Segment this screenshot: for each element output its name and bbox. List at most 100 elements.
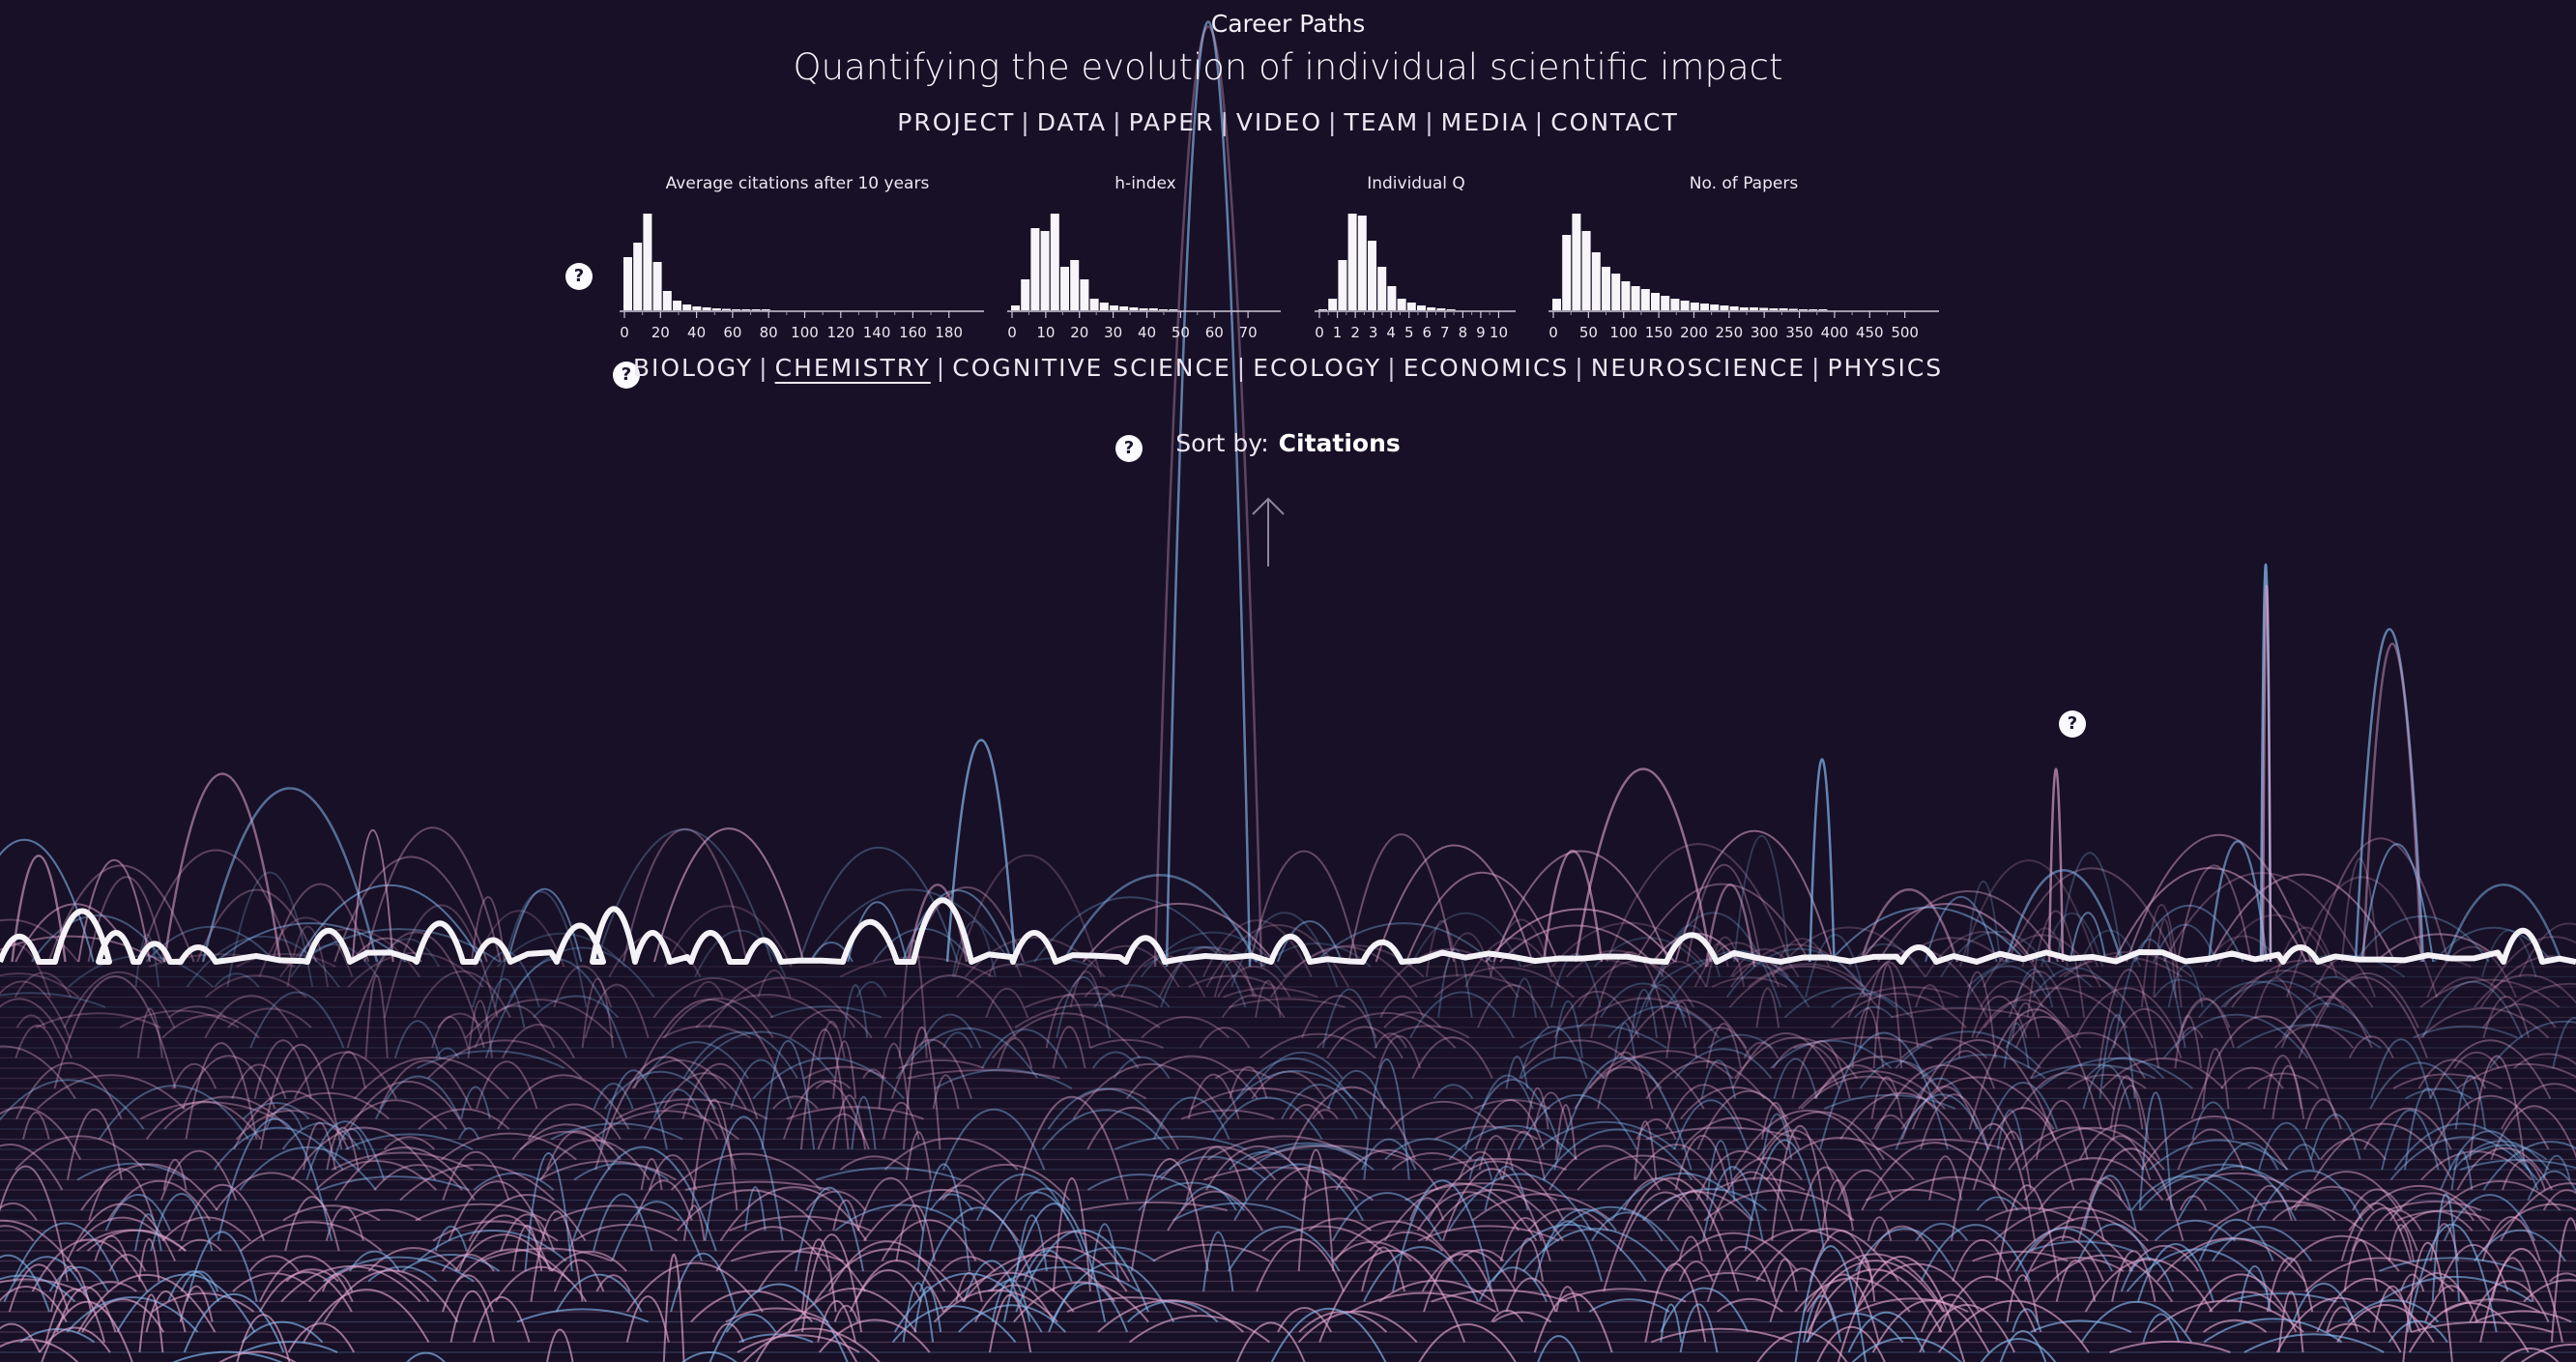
career-arc	[592, 1110, 739, 1141]
career-arc	[415, 1203, 547, 1222]
career-arc	[772, 1095, 819, 1110]
career-arc	[1235, 1058, 1353, 1100]
career-arc	[2298, 976, 2429, 1058]
career-arc	[2140, 904, 2183, 1008]
career-arc	[1630, 988, 1658, 1038]
sort-help-icon[interactable]: ?	[1115, 435, 1143, 462]
career-arc	[1900, 1039, 2056, 1140]
career-arc	[640, 1158, 663, 1191]
field-ecology[interactable]: ECOLOGY	[1253, 354, 1382, 382]
career-arc	[907, 1069, 1060, 1080]
career-arc	[1416, 1191, 1520, 1232]
career-arc	[800, 1233, 863, 1333]
histogram-title-h-index: h-index	[1114, 174, 1176, 193]
career-arc	[902, 1282, 935, 1343]
career-arc	[1911, 1086, 1979, 1130]
career-arc	[1972, 1107, 2075, 1191]
career-arc	[2426, 945, 2517, 998]
career-arc	[709, 1283, 849, 1362]
career-arc	[2429, 1039, 2552, 1099]
field-economics[interactable]: ECONOMICS	[1403, 354, 1570, 382]
nav-project[interactable]: PROJECT	[897, 108, 1016, 136]
selected-career-path	[0, 897, 2576, 965]
career-arc	[2061, 1200, 2105, 1241]
career-arc	[0, 1338, 79, 1362]
career-arc	[1520, 1057, 1606, 1080]
career-arc	[1996, 1109, 2024, 1150]
histogram-help-icon[interactable]: ?	[565, 263, 593, 290]
career-arc	[437, 1012, 482, 1029]
career-arc	[1013, 1281, 1149, 1323]
career-arc	[1756, 1111, 1885, 1161]
career-arc	[1830, 992, 1967, 1029]
career-arc	[15, 1014, 46, 1029]
career-arc	[413, 970, 511, 1018]
career-arc	[1180, 1109, 1275, 1120]
career-arc	[1492, 850, 1670, 963]
field-biology[interactable]: BIOLOGY	[632, 354, 754, 382]
career-arc	[1326, 1026, 1404, 1059]
career-arc	[1533, 1292, 1613, 1353]
career-arc	[2263, 1055, 2302, 1110]
career-arc	[2182, 999, 2231, 1029]
scroll-up-arrow-icon[interactable]	[1247, 493, 1290, 570]
career-arc	[1971, 995, 2028, 1038]
field-physics[interactable]: PHYSICS	[1827, 354, 1944, 382]
field-separator: |	[936, 354, 947, 382]
nav-video[interactable]: VIDEO	[1235, 108, 1323, 136]
career-arc	[373, 1164, 463, 1191]
career-arc	[530, 1210, 584, 1302]
career-arc	[434, 1225, 468, 1252]
field-neuroscience[interactable]: NEUROSCIENCE	[1590, 354, 1806, 382]
nav-separator: |	[1220, 108, 1230, 136]
nav-data[interactable]: DATA	[1036, 108, 1108, 136]
career-arc	[2216, 913, 2334, 968]
nav-media[interactable]: MEDIA	[1440, 108, 1529, 136]
field-cognitive-science[interactable]: COGNITIVE SCIENCE	[952, 354, 1231, 382]
career-arc	[1821, 1179, 1854, 1232]
career-arc	[1660, 1287, 1750, 1333]
field-separator: |	[1575, 354, 1585, 382]
career-arc	[1409, 912, 1522, 968]
nav-paper[interactable]: PAPER	[1128, 108, 1215, 136]
career-arc	[546, 1328, 574, 1362]
field-chemistry[interactable]: CHEMISTRY	[774, 354, 931, 382]
career-arc	[1525, 1087, 1549, 1130]
career-arc	[941, 1163, 1071, 1202]
sort-value[interactable]: Citations	[1278, 429, 1401, 457]
career-arc	[662, 1072, 747, 1110]
career-arc	[2008, 971, 2070, 1018]
career-arc	[987, 1266, 1141, 1292]
career-arc	[1870, 1076, 1903, 1119]
career-arc	[0, 1254, 50, 1313]
career-arc	[66, 1109, 123, 1180]
career-arc	[243, 1102, 310, 1120]
career-arc	[2280, 996, 2373, 1049]
highlighted-career-line[interactable]	[0, 897, 2576, 965]
career-arc	[2007, 867, 2177, 963]
career-arc	[731, 1250, 844, 1262]
career-arc	[1160, 1145, 1277, 1181]
career-arc	[1673, 1099, 1749, 1150]
nav-contact[interactable]: CONTACT	[1550, 108, 1679, 136]
career-arc	[287, 1322, 356, 1353]
career-arc	[2055, 1259, 2097, 1302]
career-arc	[0, 1045, 76, 1100]
career-arc	[594, 1056, 737, 1171]
career-arc	[989, 1191, 1085, 1252]
career-arc	[800, 1238, 837, 1313]
career-arc	[2552, 1017, 2576, 1069]
career-arc	[116, 1273, 256, 1333]
career-arc	[2388, 1224, 2415, 1261]
career-arc	[1360, 1246, 1406, 1292]
career-arc	[2082, 1064, 2131, 1110]
career-arc	[2482, 1003, 2557, 1029]
career-arc	[2014, 1227, 2114, 1272]
fields-help-icon[interactable]: ?	[613, 362, 640, 389]
career-arc	[258, 1271, 353, 1313]
nav-team[interactable]: TEAM	[1344, 108, 1420, 136]
career-arc	[1542, 1205, 1680, 1252]
visualization-help-icon[interactable]: ?	[2059, 710, 2086, 738]
career-arc	[159, 1149, 238, 1201]
